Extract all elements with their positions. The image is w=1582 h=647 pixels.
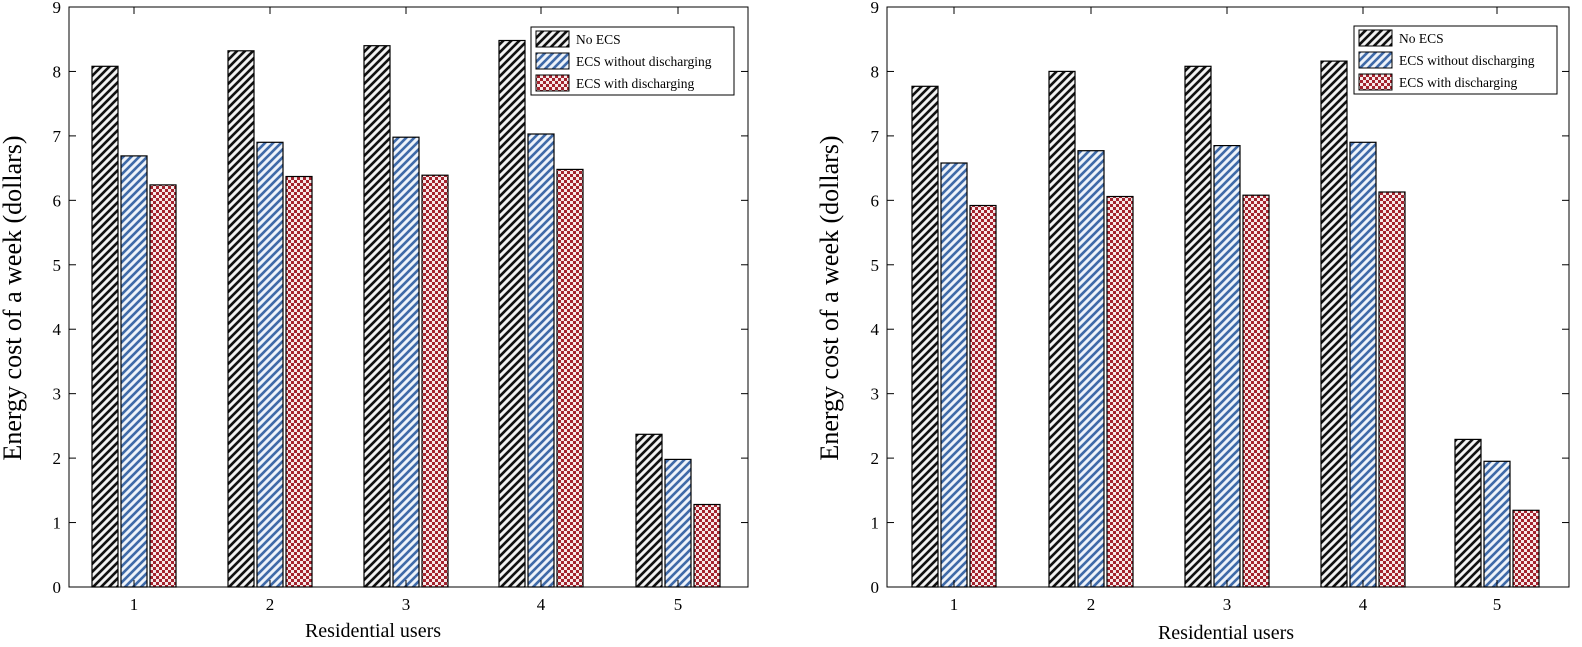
x-axis-title: Residential users (1158, 622, 1294, 644)
y-tick-label: 4 (871, 320, 880, 339)
y-axis-title: Energy cost of a week (dollars) (0, 135, 27, 460)
y-tick-label: 9 (871, 0, 880, 17)
y-tick-label: 3 (871, 385, 880, 404)
y-tick-label: 1 (871, 514, 880, 533)
x-tick-label: 1 (130, 595, 139, 614)
y-axis-ticks: 0 1 2 3 4 5 6 7 8 9 (871, 0, 1569, 597)
bar-ecs-with-discharging-user-1 (969, 204, 997, 588)
legend-swatch-ecs-with-discharging (535, 74, 570, 92)
bar-ecs-with-discharging-user-5 (1512, 509, 1540, 588)
x-tick-label: 3 (402, 595, 411, 614)
y-tick-label: 0 (53, 578, 62, 597)
legend: No ECS ECS without discharging ECS with … (1353, 25, 1558, 95)
legend-label-ecs-without-discharging: ECS without discharging (1399, 53, 1535, 68)
y-tick-label: 6 (871, 191, 880, 210)
y-tick-label: 4 (53, 320, 62, 339)
bar-ecs-with-discharging-user-4 (556, 168, 584, 588)
bar-no-ecs-user-2 (1048, 70, 1076, 588)
bar-no-ecs-user-1 (911, 85, 939, 588)
plot-frame (886, 6, 1570, 588)
bar-no-ecs-user-4 (498, 39, 526, 588)
legend-swatch-ecs-without-discharging (535, 52, 570, 70)
bar-ecs-without-discharging-user-4 (1349, 141, 1377, 588)
bar-no-ecs-user-2 (227, 50, 255, 588)
x-tick-label: 5 (674, 595, 683, 614)
x-axis-title: Residential users (305, 620, 441, 642)
legend-label-no-ecs: No ECS (576, 32, 621, 47)
y-tick-label: 7 (871, 127, 880, 146)
legend-label-ecs-with-discharging: ECS with discharging (576, 76, 695, 91)
legend-label-ecs-without-discharging: ECS without discharging (576, 54, 712, 69)
bar-no-ecs-user-3 (1184, 65, 1212, 588)
bar-ecs-without-discharging-user-3 (1213, 145, 1241, 588)
x-tick-label: 2 (266, 595, 275, 614)
bar-ecs-with-discharging-user-5 (693, 503, 721, 588)
x-tick-label: 5 (1493, 595, 1502, 614)
bar-ecs-with-discharging-user-3 (1242, 194, 1270, 588)
x-axis-ticks: 1 2 3 4 5 (130, 7, 683, 614)
y-tick-label: 7 (53, 127, 62, 146)
y-tick-label: 8 (871, 62, 880, 81)
legend-swatch-no-ecs (535, 30, 570, 48)
y-tick-label: 3 (53, 385, 62, 404)
y-tick-label: 5 (871, 256, 880, 275)
legend-swatch-no-ecs (1358, 29, 1393, 47)
x-tick-label: 1 (950, 595, 959, 614)
plot-frame (68, 6, 749, 588)
y-tick-label: 9 (53, 0, 62, 17)
bar-ecs-with-discharging-user-2 (285, 175, 313, 588)
bar-ecs-without-discharging-user-1 (940, 162, 968, 588)
bar-ecs-without-discharging-user-5 (664, 458, 692, 588)
y-tick-label: 2 (871, 449, 880, 468)
y-tick-label: 6 (53, 191, 62, 210)
x-tick-label: 2 (1087, 595, 1096, 614)
bar-no-ecs-user-1 (91, 65, 119, 588)
legend-swatch-ecs-without-discharging (1358, 51, 1393, 69)
bar-no-ecs-user-3 (363, 45, 391, 588)
x-tick-label: 4 (537, 595, 546, 614)
y-axis-title: Energy cost of a week (dollars) (815, 135, 844, 460)
bar-ecs-without-discharging-user-5 (1483, 460, 1511, 588)
bar-ecs-with-discharging-user-2 (1106, 195, 1134, 588)
bar-ecs-without-discharging-user-3 (392, 136, 420, 588)
bar-no-ecs-user-5 (1454, 438, 1482, 588)
bar-ecs-without-discharging-user-1 (120, 155, 148, 588)
y-tick-label: 0 (871, 578, 880, 597)
bar-ecs-without-discharging-user-4 (527, 133, 555, 588)
bars-group (911, 60, 1540, 588)
x-axis-ticks: 1 2 3 4 5 (950, 7, 1502, 614)
y-tick-label: 5 (53, 256, 62, 275)
y-tick-label: 8 (53, 62, 62, 81)
x-tick-label: 3 (1223, 595, 1232, 614)
legend-swatch-ecs-with-discharging (1358, 73, 1393, 91)
bar-no-ecs-user-5 (635, 433, 663, 588)
legend-label-no-ecs: No ECS (1399, 31, 1444, 46)
left-chart-panel: Energy cost of a week (dollars) Resident… (0, 0, 749, 642)
bar-ecs-with-discharging-user-3 (421, 174, 449, 588)
bar-no-ecs-user-4 (1320, 60, 1348, 588)
bars-group (91, 39, 721, 588)
y-tick-label: 1 (53, 514, 62, 533)
bar-ecs-with-discharging-user-1 (149, 184, 177, 588)
x-tick-label: 4 (1359, 595, 1368, 614)
bar-ecs-without-discharging-user-2 (1077, 150, 1105, 588)
y-tick-label: 2 (53, 449, 62, 468)
legend-label-ecs-with-discharging: ECS with discharging (1399, 75, 1518, 90)
bar-ecs-with-discharging-user-4 (1378, 191, 1406, 588)
y-axis-ticks: 0 1 2 3 4 5 6 7 8 9 (53, 0, 748, 597)
bar-ecs-without-discharging-user-2 (256, 141, 284, 588)
legend: No ECS ECS without discharging ECS with … (530, 26, 735, 96)
right-chart-panel: Energy cost of a week (dollars) Resident… (815, 0, 1570, 644)
